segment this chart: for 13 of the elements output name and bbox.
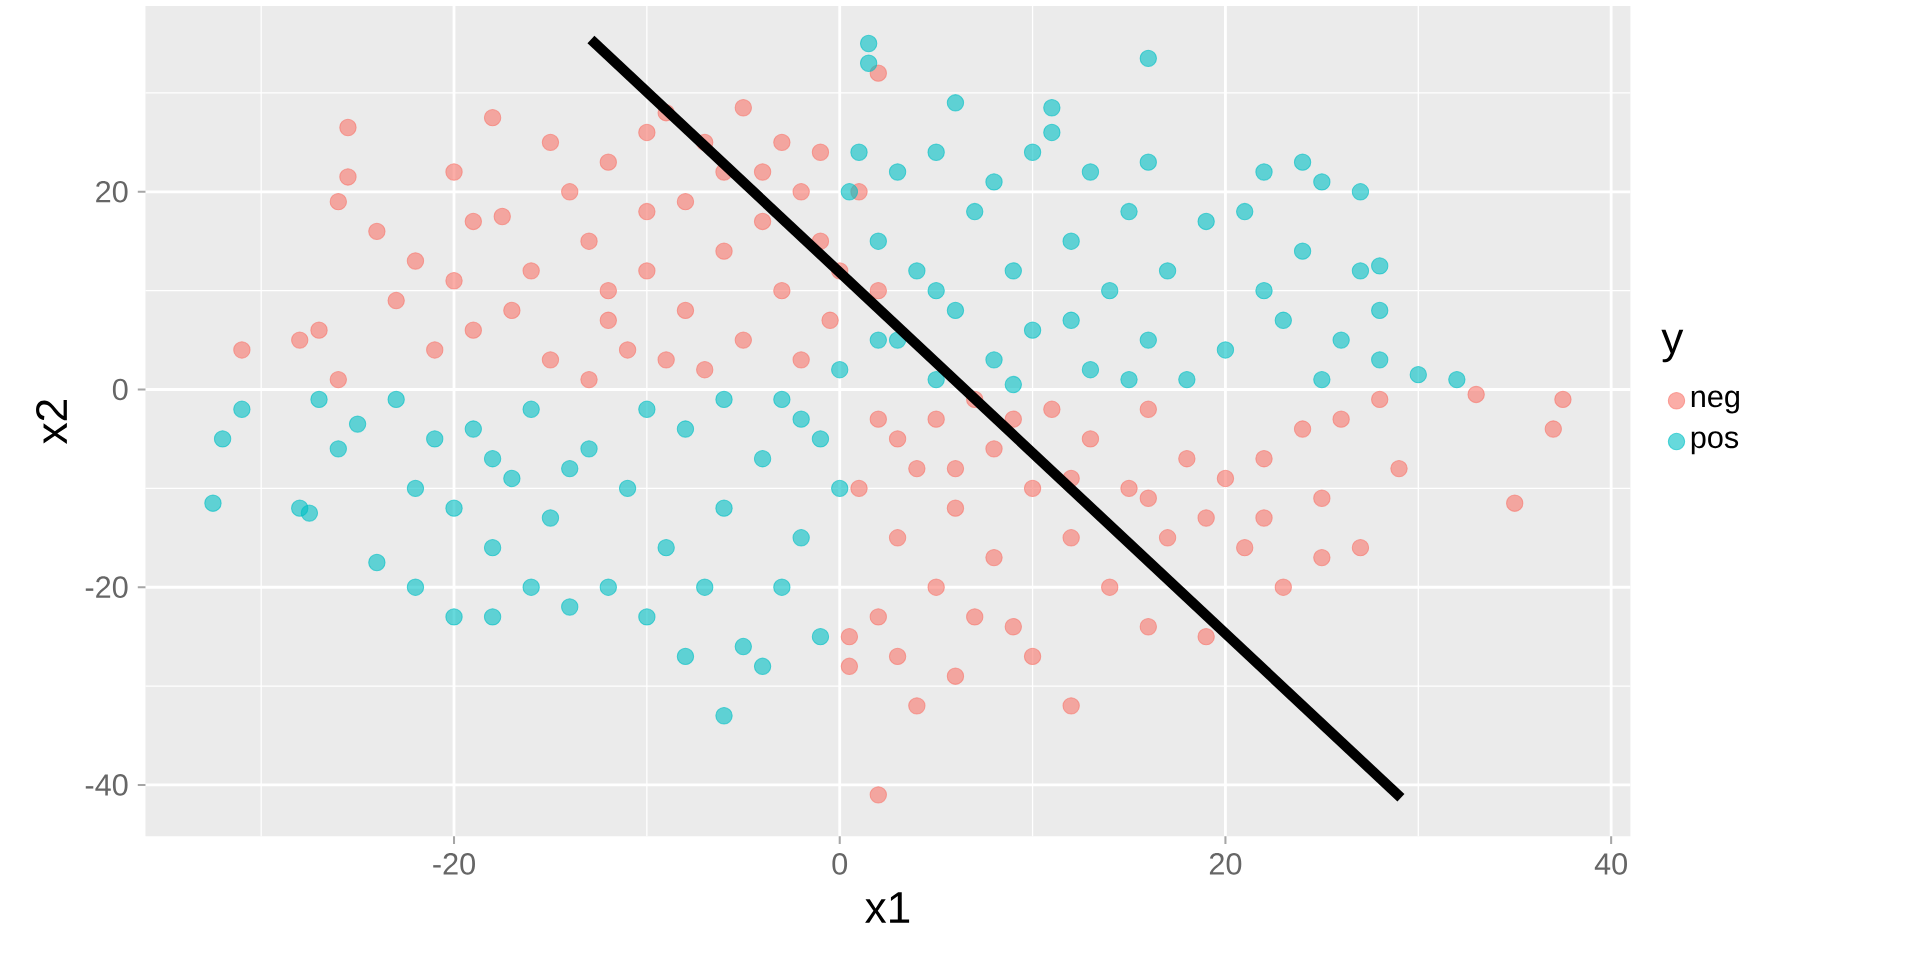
- legend-label: pos: [1691, 431, 1739, 455]
- y-tick-label: 0: [112, 378, 128, 401]
- x-axis-title: x1: [865, 892, 910, 923]
- y-tick-label: -20: [85, 576, 128, 599]
- x-tick-label: 20: [1209, 853, 1242, 875]
- x-tick-label: -20: [433, 853, 475, 875]
- legend-label: neg: [1691, 390, 1739, 414]
- y-tick-label: -40: [85, 774, 128, 796]
- legend-title: y: [1661, 329, 1684, 363]
- y-tick-label: 20: [96, 180, 128, 203]
- x-tick-label: 0: [832, 853, 848, 875]
- y-axis-title: x2: [36, 400, 67, 444]
- x-tick-label: 40: [1594, 853, 1628, 875]
